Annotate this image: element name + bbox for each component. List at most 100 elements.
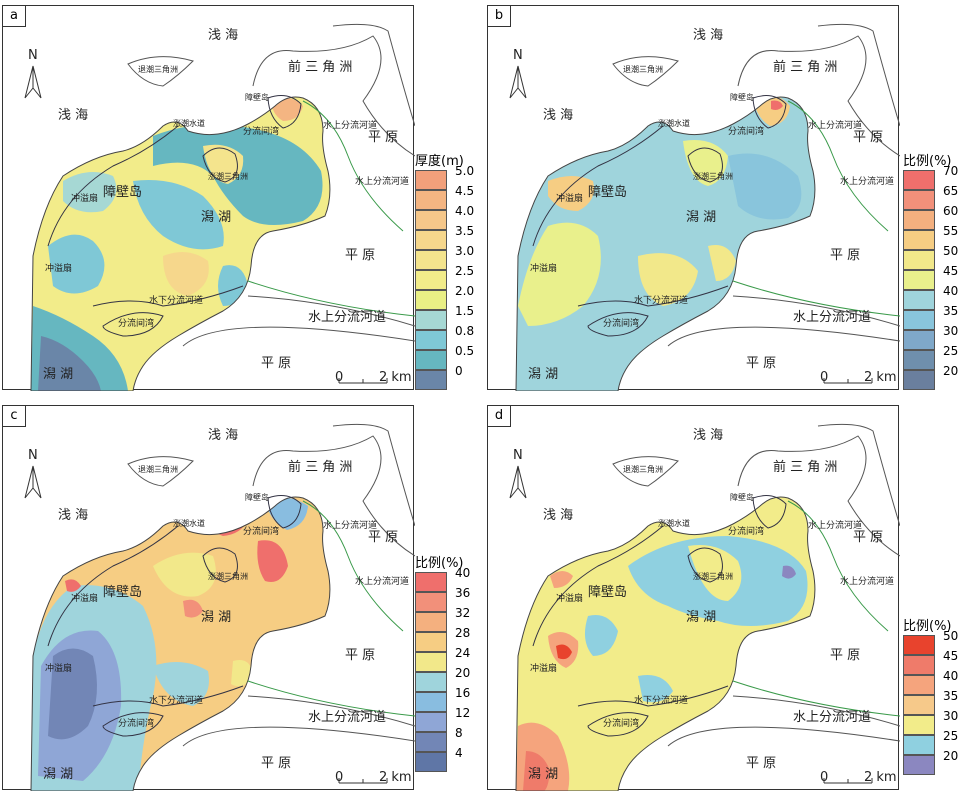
subaerial-channel-line-2 <box>247 280 415 317</box>
legend-title: 比例(%) <box>415 556 464 571</box>
map-label-flood-delta: 涨潮三角洲 <box>208 172 248 181</box>
map-label-north: N <box>28 48 38 63</box>
legend-swatch <box>415 250 447 270</box>
legend-tick-label: 30 <box>943 324 959 338</box>
legend-tick-label: 4 <box>455 746 463 760</box>
legend-swatch <box>903 675 935 695</box>
legend-swatch <box>903 290 935 310</box>
map-label-subaerial-channel: 水上分流河道 <box>793 710 872 725</box>
legend-tick-label: 35 <box>943 689 959 703</box>
contour-fill-group <box>516 97 815 391</box>
contour-fill-zone <box>133 180 224 250</box>
barrier-lobe-outline <box>267 495 302 529</box>
legend-swatch <box>415 652 447 672</box>
contour-fill-zone <box>203 144 244 184</box>
legend-tick-label: 25 <box>943 729 959 743</box>
contour-fill-zone <box>548 176 594 211</box>
map-label-shallow-sea-left: 浅 海 <box>543 108 574 123</box>
map-label-plain: 平 原 <box>368 130 399 145</box>
barrier-lobe-outline <box>267 95 302 129</box>
plain-boundary-2 <box>667 326 900 347</box>
contour-fill-group <box>516 497 815 791</box>
map-label-scale-km: 2 km <box>379 370 412 385</box>
legend-swatch <box>415 692 447 712</box>
map-label-interdistributary-bay: 分流间湾 <box>243 127 280 137</box>
map-canvas <box>24 23 415 391</box>
legend-swatch <box>903 270 935 290</box>
map-label-washover: 冲溢扇 <box>530 664 558 674</box>
map-label-interdistributary-bay: 分流间湾 <box>603 719 640 729</box>
contour-fill-zone <box>688 545 742 601</box>
map-label-washover: 冲溢扇 <box>45 664 73 674</box>
legend-swatch <box>415 732 447 752</box>
panel-tag: c <box>3 406 26 427</box>
legend-tick-label: 3.0 <box>455 244 475 258</box>
lagoon-outline <box>30 496 331 791</box>
map-label-scale-zero: 0 <box>820 770 829 785</box>
scale-bar <box>338 378 388 384</box>
legend-tick-label: 2.0 <box>455 284 475 298</box>
legend-tick-label: 4.0 <box>455 204 475 218</box>
legend-swatch <box>415 230 447 250</box>
legend-title: 比例(%) <box>903 154 952 169</box>
map-label-scale-zero: 0 <box>820 370 829 385</box>
map-label-plain: 平 原 <box>261 756 292 771</box>
legend-tick-label: 70 <box>943 164 959 178</box>
barrier-island-line <box>47 125 179 247</box>
contour-fill-zone <box>523 751 550 791</box>
front-delta-outer <box>817 423 900 527</box>
map-label-flood-channel: 涨潮水道 <box>173 519 205 528</box>
legend-tick-label: 32 <box>455 606 471 620</box>
subaerial-channel-line-2 <box>247 680 415 717</box>
panel-tag: a <box>3 6 26 27</box>
map-label-north: N <box>513 448 523 463</box>
map-label-scale-zero: 0 <box>335 370 344 385</box>
legend-swatch <box>903 210 935 230</box>
legend-swatch <box>415 170 447 190</box>
map-label-interdistributary-bay: 分流间湾 <box>118 319 155 329</box>
contour-fill-zone <box>65 579 81 592</box>
legend-swatch <box>415 270 447 290</box>
contour-fill-zone <box>231 660 253 687</box>
contour-fill-zone <box>48 648 97 740</box>
map-label-subaerial-channel: 水上分流河道 <box>323 121 378 131</box>
subaerial-channel-line <box>787 500 889 632</box>
scale-bar <box>338 778 388 784</box>
legend-swatch <box>415 330 447 350</box>
panel-tag: b <box>488 6 511 27</box>
legend-tick-label: 50 <box>943 244 959 258</box>
legend-tick-label: 30 <box>943 709 959 723</box>
contour-fill-zone <box>163 252 209 296</box>
legend-swatch <box>903 655 935 675</box>
plain-boundary <box>732 695 900 727</box>
front-delta-outer <box>817 23 900 127</box>
map-label-plain: 平 原 <box>345 648 376 663</box>
map-label-barrier-island-small: 障壁岛 <box>245 93 269 102</box>
map-label-front-delta: 前 三 角 洲 <box>288 60 353 75</box>
legend-swatch <box>903 635 935 655</box>
map-label-underwater-channel: 水下分流河道 <box>634 296 689 306</box>
legend-tick-label: 12 <box>455 706 471 720</box>
map-label-plain: 平 原 <box>853 130 884 145</box>
map-label-ebb-delta: 退潮三角洲 <box>623 465 663 474</box>
front-delta-outer <box>332 23 415 127</box>
legend-swatch <box>903 715 935 735</box>
map-label-scale-km: 2 km <box>864 370 897 385</box>
legend-swatch <box>903 755 935 775</box>
legend-tick-label: 20 <box>943 364 959 378</box>
contour-fill-zone <box>556 644 572 660</box>
map-label-lagoon: 潟 湖 <box>43 767 74 782</box>
map-label-plain: 平 原 <box>746 756 777 771</box>
legend-swatch <box>903 330 935 350</box>
map-label-shallow-sea-left: 浅 海 <box>543 508 574 523</box>
map-label-washover: 冲溢扇 <box>556 194 584 204</box>
legend-tick-label: 25 <box>943 344 959 358</box>
front-delta-outline <box>252 435 415 557</box>
map-label-lagoon: 潟 湖 <box>528 767 559 782</box>
legend-tick-label: 40 <box>943 669 959 683</box>
underwater-channel-line <box>92 685 244 707</box>
map-label-plain: 平 原 <box>830 648 861 663</box>
legend-swatch <box>415 190 447 210</box>
flood-delta-outline <box>687 547 723 583</box>
